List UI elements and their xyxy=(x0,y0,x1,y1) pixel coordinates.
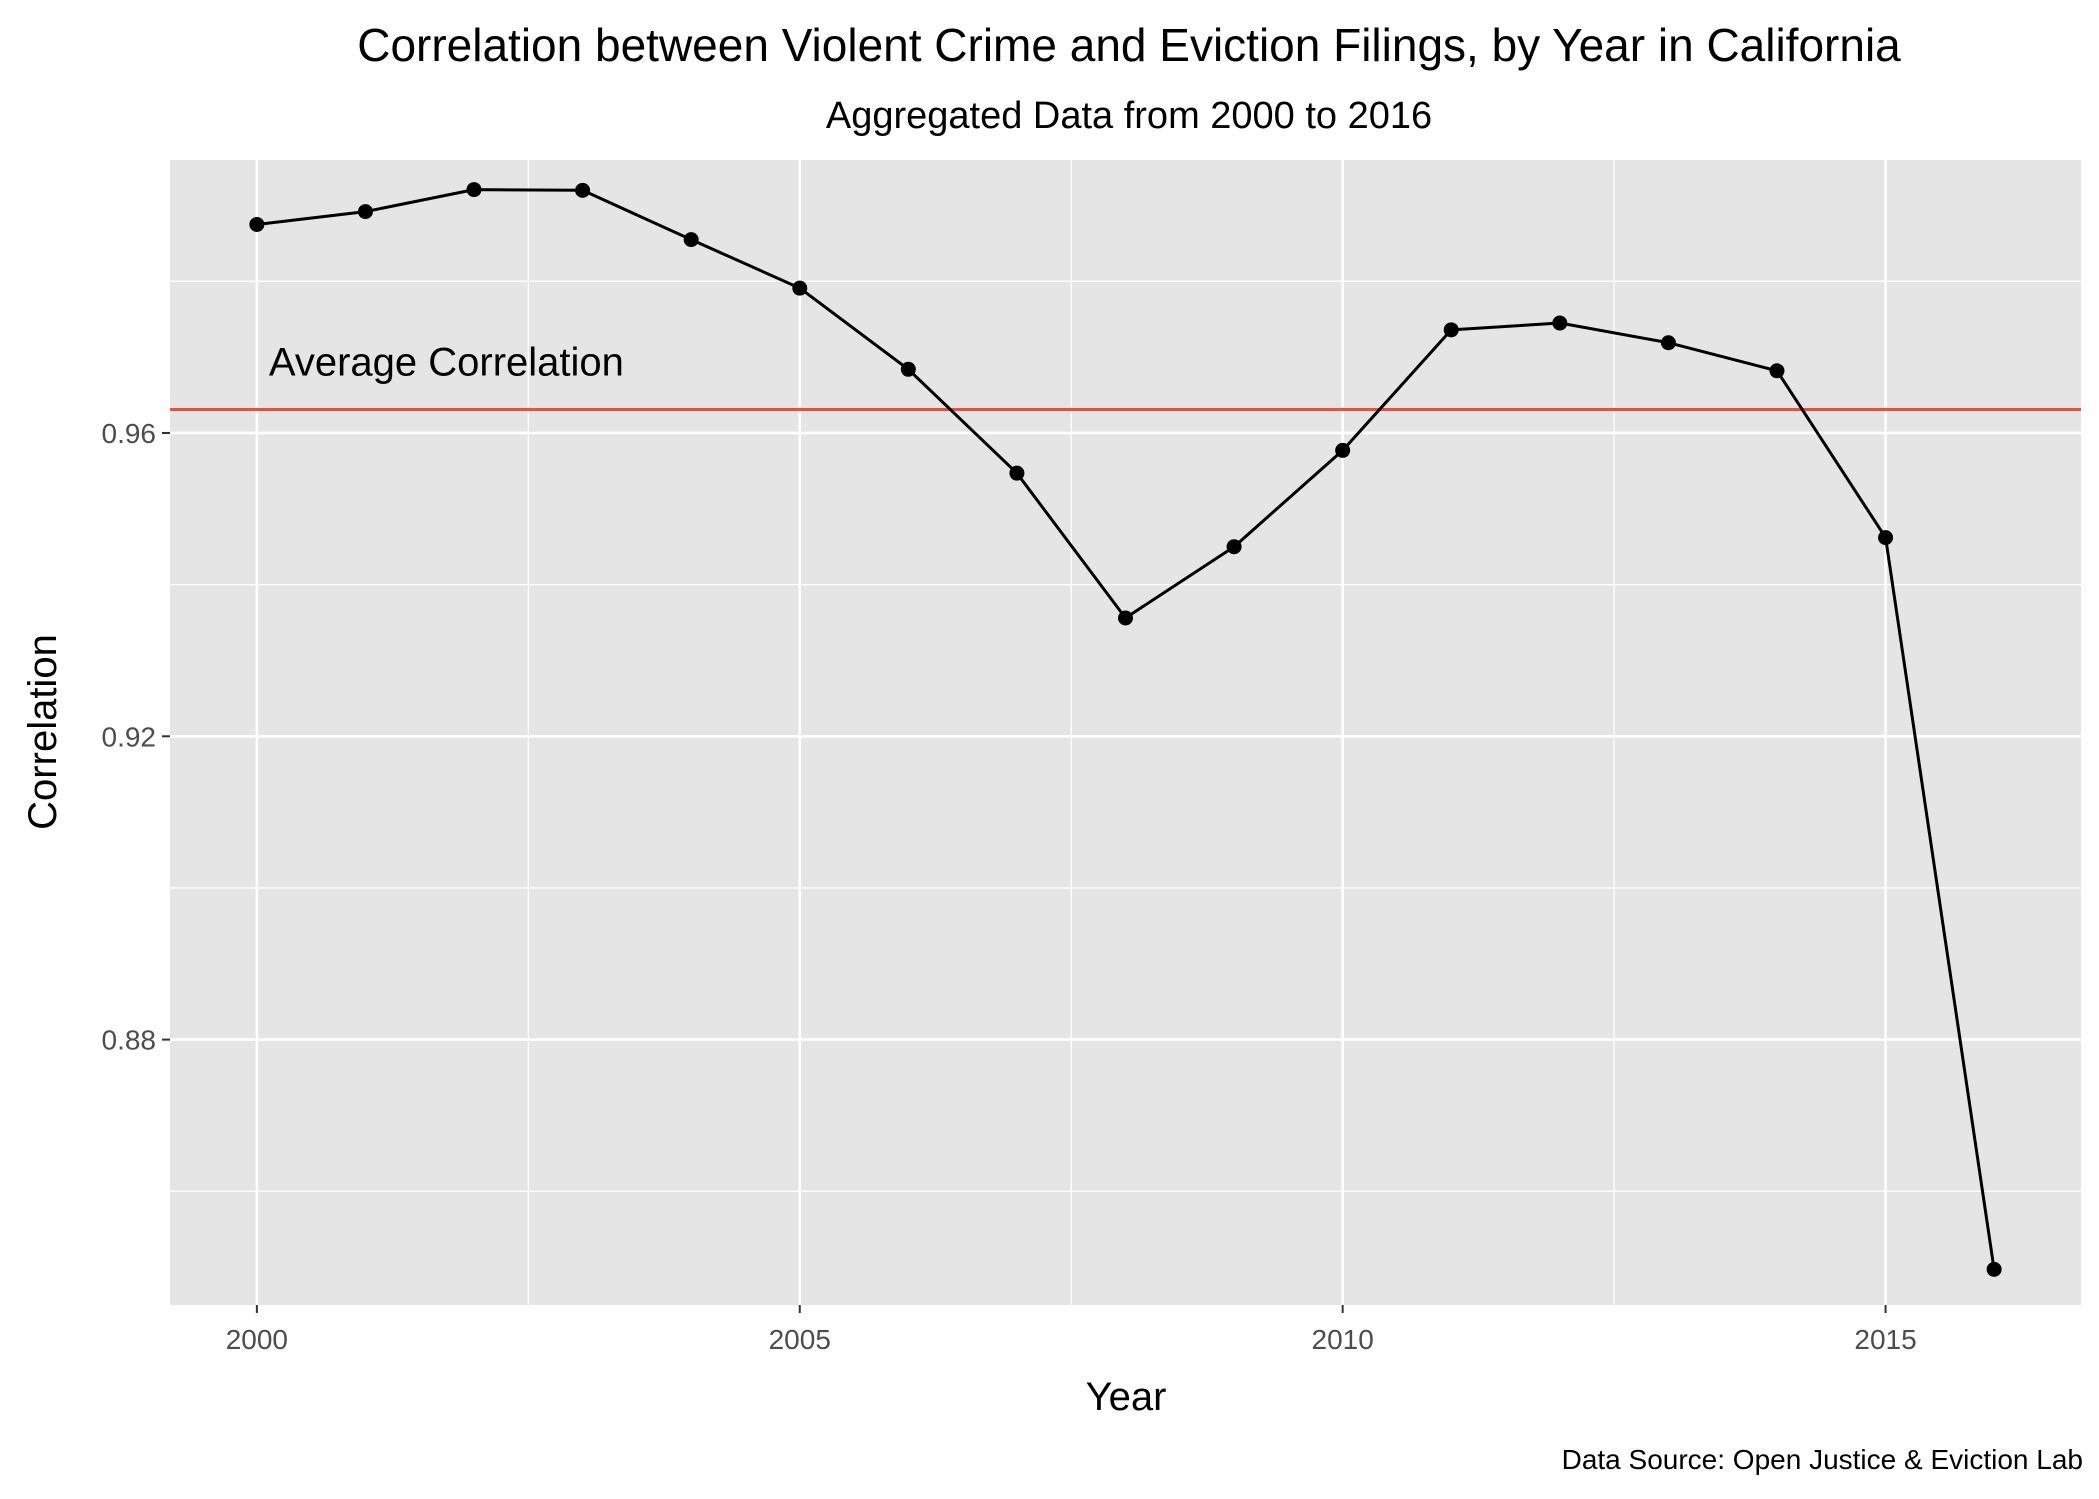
x-tick-label: 2015 xyxy=(1854,1324,1916,1355)
minor-gridlines xyxy=(170,160,2081,1305)
data-point xyxy=(1552,315,1568,331)
plot-panel xyxy=(170,160,2081,1305)
data-point xyxy=(1009,465,1025,481)
x-axis-title: Year xyxy=(1086,1375,1167,1419)
x-tick-label: 2010 xyxy=(1312,1324,1374,1355)
data-point xyxy=(357,204,373,220)
data-point xyxy=(249,216,265,232)
data-point xyxy=(575,182,591,198)
x-tick-label: 2005 xyxy=(769,1324,831,1355)
data-point xyxy=(1335,442,1351,458)
average-correlation-label: Average Correlation xyxy=(269,340,624,384)
data-point xyxy=(1118,610,1133,626)
x-axis-ticks: 2000 2005 2010 2015 xyxy=(226,1305,1917,1355)
data-point xyxy=(900,361,916,377)
y-tick-label: 0.88 xyxy=(102,1025,157,1056)
chart-subtitle: Aggregated Data from 2000 to 2016 xyxy=(826,95,1432,137)
data-point xyxy=(792,280,808,296)
data-point xyxy=(1769,363,1785,379)
series-correlation xyxy=(249,182,2002,1277)
data-point xyxy=(1878,530,1894,546)
data-point xyxy=(1226,539,1242,555)
data-point xyxy=(1986,1261,2002,1277)
data-point xyxy=(1660,335,1676,351)
data-source-caption: Data Source: Open Justice & Eviction Lab xyxy=(1562,1444,2083,1475)
y-axis-ticks: 0.88 0.92 0.96 xyxy=(102,418,170,1056)
chart-title: Correlation between Violent Crime and Ev… xyxy=(357,19,1901,71)
major-gridlines xyxy=(170,160,2081,1305)
y-tick-label: 0.92 xyxy=(102,721,157,752)
data-point xyxy=(683,232,699,248)
y-axis-title: Correlation xyxy=(21,634,65,830)
data-point xyxy=(1443,322,1459,338)
x-tick-label: 2000 xyxy=(226,1324,288,1355)
y-tick-label: 0.96 xyxy=(102,418,157,449)
data-point xyxy=(466,182,482,198)
